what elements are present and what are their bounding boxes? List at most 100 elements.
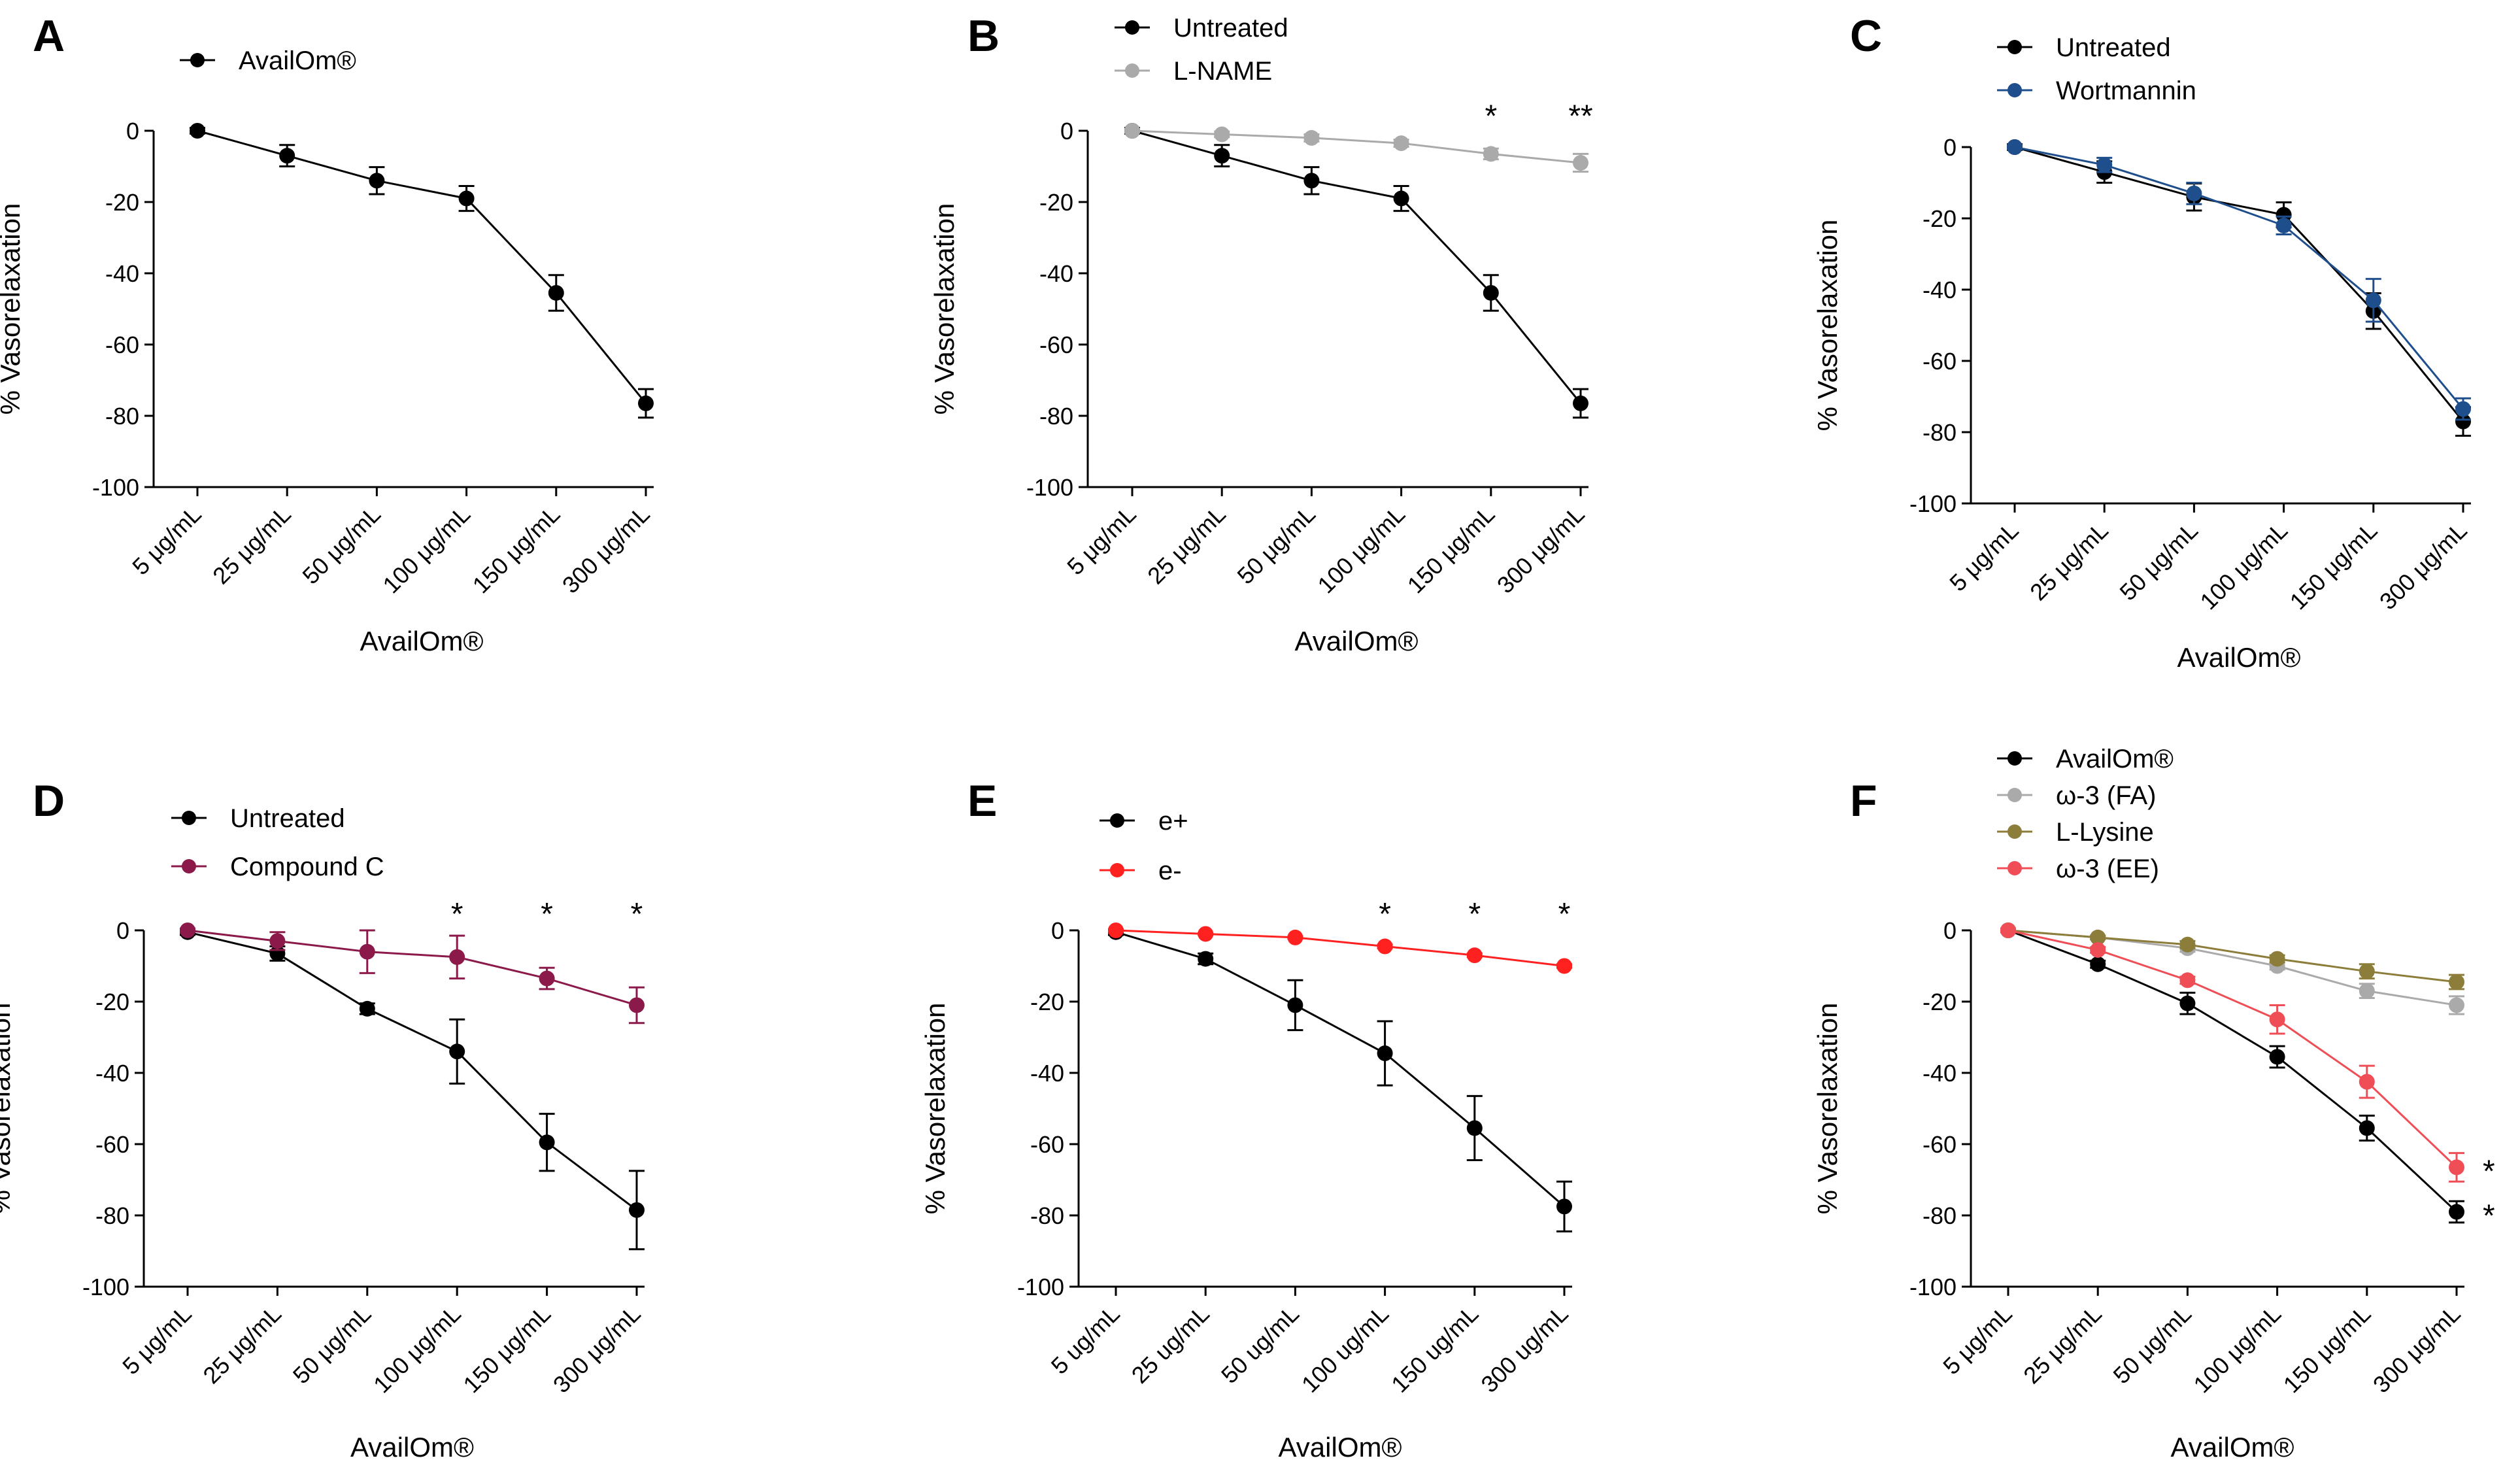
- data-point: [1556, 958, 1572, 974]
- x-tick-label: 300 μg/mL: [2368, 1300, 2466, 1398]
- y-tick-label: -60: [1923, 1131, 1957, 1158]
- x-tick-label: 5 μg/mL: [127, 501, 206, 580]
- data-point: [1393, 190, 1409, 207]
- y-tick-label: -20: [1923, 989, 1957, 1015]
- y-axis-title: % Vasorelaxation: [929, 203, 960, 415]
- legend-label: ω-3 (FA): [2056, 781, 2156, 810]
- significance-marker: *: [541, 897, 553, 932]
- data-point: [1303, 129, 1320, 146]
- panel-a: A AvailOm® 0 -20 -40 -60 -80 -100 % Vasorelaxati…: [0, 11, 655, 656]
- x-axis-title: AvailOm®: [360, 626, 484, 656]
- series-line: [197, 129, 647, 404]
- x-tick-label: 100 ug/mL: [1296, 1300, 1394, 1398]
- legend-item: Untreated: [1997, 33, 2171, 62]
- x-tick-label: 100 μg/mL: [377, 501, 475, 599]
- panel-letter: A: [33, 11, 65, 61]
- series-1: [1124, 123, 1588, 173]
- x-tick-label: 50 μg/mL: [1232, 501, 1320, 590]
- y-axis-title: % Vasorelaxation: [1812, 1003, 1843, 1215]
- series-line: [1115, 929, 1565, 967]
- series-0: [180, 924, 645, 1251]
- significance-marker: *: [1558, 897, 1571, 932]
- y-tick-label: -100: [1026, 474, 1073, 501]
- x-tick-label: 100 μg/mL: [368, 1300, 466, 1398]
- data-point: [2090, 929, 2106, 945]
- legend-item: ω-3 (EE): [1997, 855, 2159, 883]
- panel-letter: C: [1850, 11, 1882, 61]
- x-tick-label: 300 μg/mL: [557, 501, 655, 599]
- x-tick-label: 5 μg/mL: [1938, 1300, 2017, 1380]
- y-tick-label: -80: [1923, 1202, 1957, 1229]
- legend-marker: [1110, 813, 1124, 828]
- series-line: [1132, 129, 1581, 164]
- y-tick-label: -80: [1030, 1202, 1064, 1229]
- data-point: [1214, 148, 1230, 164]
- panel-letter: F: [1850, 776, 1877, 826]
- x-tick-label: 100 μg/mL: [1312, 501, 1410, 599]
- data-point: [2269, 1049, 2285, 1065]
- series-0: [1124, 123, 1588, 419]
- legend-item: Wortmannin: [1997, 76, 2196, 105]
- legend-label: Untreated: [230, 804, 345, 833]
- series-line: [2008, 929, 2457, 1006]
- data-point: [629, 1202, 645, 1218]
- legend-marker: [182, 811, 196, 825]
- x-tick-label: 50 μg/mL: [297, 501, 386, 590]
- significance-marker: *: [1379, 897, 1391, 932]
- data-point: [1573, 395, 1588, 411]
- y-tick-label: -20: [1030, 989, 1064, 1015]
- series-1: [2007, 139, 2471, 421]
- data-point: [2359, 963, 2375, 979]
- y-tick-label: -20: [105, 189, 139, 216]
- significance-marker: *: [1468, 897, 1481, 932]
- x-tick-label: 5 ug/mL: [1046, 1300, 1125, 1380]
- series-0: [2007, 139, 2471, 437]
- legend-label: Untreated: [1173, 14, 1288, 42]
- y-tick-label: 0: [1943, 917, 1957, 944]
- data-point: [449, 1043, 465, 1060]
- panel-f: F AvailOm® ω-3 (FA) L-Lysine ω-3 (EE) 0 -20 -40…: [1812, 745, 2495, 1463]
- legend-label: e-: [1158, 856, 1182, 885]
- x-tick-label: 150 μg/mL: [458, 1300, 556, 1398]
- significance-marker: *: [631, 897, 643, 932]
- x-axis-title: AvailOm®: [2171, 1432, 2294, 1463]
- x-tick-label: 100 μg/mL: [2194, 517, 2293, 615]
- x-tick-label: 150 μg/mL: [467, 501, 565, 599]
- significance-marker: *: [2483, 1199, 2495, 1234]
- data-point: [1393, 135, 1409, 152]
- legend-item: AvailOm®: [1997, 745, 2174, 773]
- data-point: [279, 148, 295, 164]
- data-point: [1483, 284, 1499, 301]
- y-axis-title: % Vasorelaxation: [0, 203, 25, 415]
- y-tick-label: -80: [1039, 403, 1073, 430]
- x-axis-title: AvailOm®: [2177, 642, 2301, 673]
- panel-letter: E: [967, 776, 997, 826]
- x-tick-label: 300 μg/mL: [2374, 517, 2472, 615]
- data-point: [2359, 1074, 2375, 1090]
- data-point: [2449, 997, 2464, 1013]
- series-0: [2000, 923, 2464, 1224]
- data-point: [629, 997, 645, 1013]
- data-point: [369, 173, 385, 189]
- data-point: [539, 970, 555, 987]
- legend-marker: [2008, 788, 2022, 802]
- significance-marker: *: [1485, 99, 1497, 134]
- y-tick-label: -60: [105, 331, 139, 358]
- data-point: [1108, 923, 1124, 938]
- x-tick-label: 150 μg/mL: [2278, 1300, 2376, 1398]
- y-tick-label: 0: [116, 917, 129, 944]
- y-tick-label: -20: [1923, 205, 1957, 232]
- data-point: [2365, 292, 2381, 309]
- legend-marker: [1125, 20, 1139, 35]
- data-point: [2186, 185, 2202, 201]
- legend-label: ω-3 (EE): [2056, 855, 2159, 883]
- series-line: [187, 929, 637, 1006]
- y-tick-label: -60: [1030, 1131, 1064, 1158]
- data-point: [2096, 157, 2113, 173]
- data-point: [2090, 956, 2106, 972]
- data-point: [2359, 1120, 2375, 1136]
- data-point: [180, 923, 195, 938]
- x-tick-label: 5 μg/mL: [1944, 517, 2023, 596]
- data-point: [2449, 1204, 2464, 1220]
